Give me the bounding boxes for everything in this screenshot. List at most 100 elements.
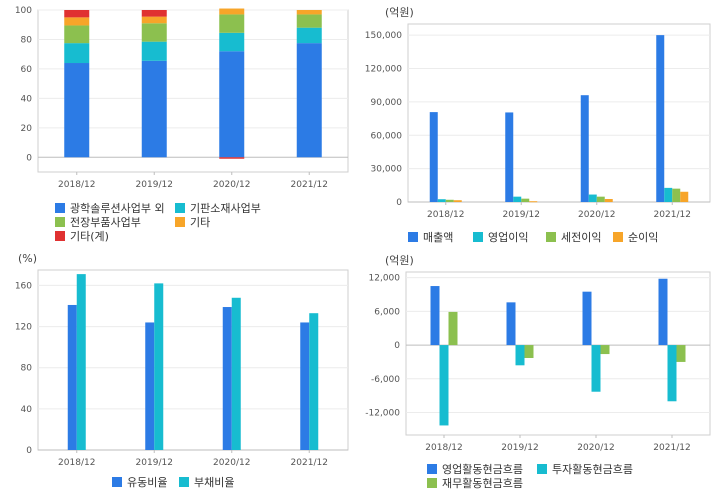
bar	[596, 196, 605, 202]
bar	[300, 322, 310, 450]
y-tick-label: 90,000	[371, 98, 403, 108]
legend-label: 광학솔루션사업부 외	[70, 202, 165, 215]
bar	[231, 297, 241, 450]
x-tick-label: 2020/12	[213, 458, 250, 468]
bar	[296, 43, 322, 158]
legend-label: 세전이익	[561, 231, 602, 244]
bar	[524, 345, 534, 358]
x-tick-label: 2018/12	[425, 443, 462, 453]
x-tick-label: 2020/12	[213, 180, 250, 190]
legend-swatch	[179, 477, 189, 487]
legend-swatch	[112, 477, 122, 487]
bar	[154, 283, 164, 450]
cashflow-chart: -12,000 -6,000 0 6,000 12,000 2018/12 2019/12 2…	[365, 271, 711, 453]
legend-item: 부채비율	[179, 474, 234, 490]
x-tick-label: 2018/12	[58, 180, 95, 190]
bar	[64, 10, 90, 18]
legend-swatch	[55, 203, 65, 213]
bar	[453, 200, 462, 202]
legend-label: 기판소재사업부	[190, 202, 261, 215]
x-tick-label: 2021/12	[291, 458, 328, 468]
legend-swatch	[55, 217, 65, 227]
y-tick-label: 160	[15, 281, 32, 291]
y-tick-label: 120,000	[365, 65, 402, 75]
income-unit-label: (억원)	[385, 6, 414, 19]
x-tick-label: 2021/12	[653, 443, 690, 453]
legend-swatch	[546, 232, 556, 242]
x-tick-label: 2019/12	[136, 180, 173, 190]
income-chart: 0 30,000 60,000 90,000 120,000 150,000 2018/12…	[365, 23, 711, 220]
legend-swatch	[55, 231, 65, 241]
legend-item: 영업활동현금흐름	[427, 461, 523, 477]
bar	[513, 196, 522, 202]
legend-swatch	[175, 203, 185, 213]
y-tick-label: 100	[15, 6, 32, 16]
x-tick-label: 2021/12	[654, 210, 691, 220]
legend-item: 세전이익	[546, 229, 601, 245]
legend-item: 기타(계)	[55, 228, 109, 244]
bar	[222, 307, 232, 450]
legend-swatch	[537, 464, 547, 474]
bar	[445, 199, 454, 202]
y-tick-label: 12,000	[369, 274, 401, 284]
x-tick-label: 2019/12	[136, 458, 173, 468]
y-tick-label: 0	[26, 153, 32, 163]
bar	[219, 32, 245, 52]
bar	[429, 112, 438, 202]
ratio-unit-label: (%)	[18, 252, 38, 265]
bar	[64, 17, 90, 26]
legend-item: 유동비율	[112, 474, 167, 490]
bar	[582, 291, 592, 346]
y-tick-label: 0	[394, 341, 400, 351]
bar	[580, 95, 589, 202]
bar	[515, 345, 525, 366]
legend-item: 영업이익	[473, 229, 528, 245]
bar	[296, 10, 322, 15]
plot-area	[407, 23, 711, 203]
bar	[591, 345, 601, 392]
bar	[64, 43, 90, 64]
plot-area	[405, 271, 711, 436]
legend-item: 전장부품사업부	[55, 214, 141, 230]
legend-item: 기판소재사업부	[175, 200, 261, 216]
x-tick-label: 2019/12	[503, 210, 540, 220]
legend-swatch	[427, 478, 437, 488]
bar	[439, 345, 449, 426]
bar	[67, 304, 77, 450]
bar	[667, 345, 677, 402]
bar	[219, 8, 245, 15]
bar	[600, 345, 610, 355]
bar	[588, 194, 597, 202]
bar	[309, 313, 319, 450]
legend-item: 순이익	[613, 229, 658, 245]
y-tick-label: 80	[21, 364, 33, 374]
bar	[529, 201, 538, 203]
bar	[141, 60, 167, 158]
bar	[430, 286, 440, 346]
legend-label: 기타(계)	[70, 230, 109, 243]
bar	[141, 16, 167, 24]
legend-label: 영업활동현금흐름	[442, 463, 523, 476]
legend-swatch	[408, 232, 418, 242]
bar	[296, 27, 322, 44]
legend-label: 부채비율	[194, 476, 235, 489]
legend-item: 광학솔루션사업부 외	[55, 200, 165, 216]
bar	[219, 14, 245, 33]
y-tick-label: 40	[21, 94, 33, 104]
bar	[219, 157, 245, 159]
legend-label: 순이익	[628, 231, 659, 244]
y-tick-label: 20	[21, 124, 33, 134]
x-tick-label: 2020/12	[577, 443, 614, 453]
bar	[672, 188, 681, 202]
y-tick-label: 30,000	[371, 165, 403, 175]
legend-swatch	[427, 464, 437, 474]
bar	[64, 25, 90, 44]
bar	[76, 274, 86, 450]
bar	[141, 41, 167, 61]
bar	[437, 199, 446, 202]
legend-swatch	[613, 232, 623, 242]
bar	[658, 278, 668, 346]
x-tick-label: 2020/12	[578, 210, 615, 220]
bar	[145, 322, 155, 450]
legend-label: 매출액	[423, 231, 454, 244]
